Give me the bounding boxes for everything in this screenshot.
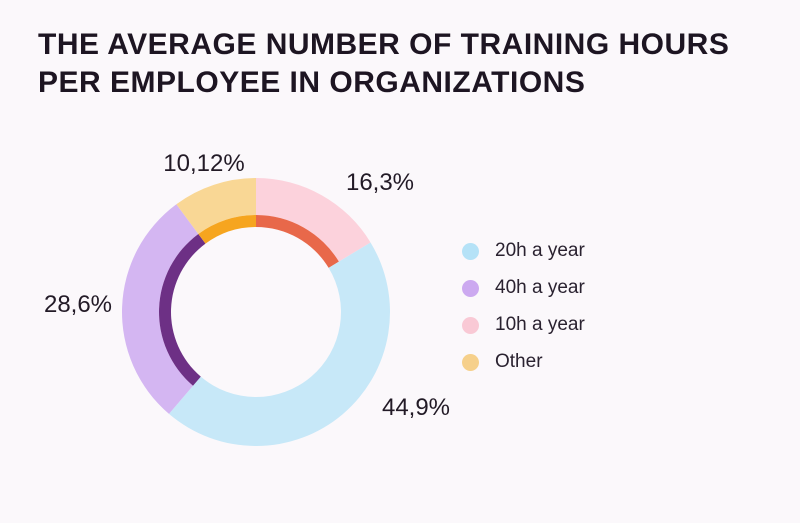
segment-value-label: 16,3% bbox=[345, 169, 415, 196]
donut-segment-2-inner-arc bbox=[158, 233, 206, 386]
donut-segment-0-inner-arc bbox=[256, 215, 339, 268]
page-title: THE AVERAGE NUMBER OF TRAINING HOURS PER … bbox=[38, 26, 738, 102]
legend-item: Other bbox=[462, 351, 585, 373]
segment-value-label: 28,6% bbox=[43, 291, 113, 318]
legend-item-label: Other bbox=[495, 351, 543, 372]
donut-segment-0 bbox=[256, 178, 371, 262]
donut-segment-3 bbox=[176, 178, 256, 234]
legend-item: 20h a year bbox=[462, 240, 585, 262]
legend-dot-icon bbox=[462, 353, 479, 371]
donut-segment-3-inner-arc bbox=[198, 215, 256, 244]
page-title-line1: THE AVERAGE NUMBER OF TRAINING HOURS bbox=[38, 28, 730, 61]
segment-value-label: 10,12% bbox=[163, 150, 245, 177]
legend-dot-icon bbox=[462, 279, 479, 297]
legend-item-label: 20h a year bbox=[495, 240, 585, 261]
chart-legend: 20h a year 40h a year 10h a year Other bbox=[462, 240, 585, 373]
page-title-line2: PER EMPLOYEE IN ORGANIZATIONS bbox=[38, 66, 586, 99]
legend-item: 10h a year bbox=[462, 314, 585, 336]
donut-segment-1 bbox=[168, 242, 390, 446]
legend-dot-icon bbox=[462, 316, 479, 334]
legend-item-label: 10h a year bbox=[495, 314, 585, 335]
legend-item: 40h a year bbox=[462, 277, 585, 299]
legend-dot-icon bbox=[462, 242, 479, 260]
segment-value-label: 44,9% bbox=[381, 394, 451, 421]
donut-segment-2 bbox=[122, 204, 199, 414]
legend-item-label: 40h a year bbox=[495, 277, 585, 298]
